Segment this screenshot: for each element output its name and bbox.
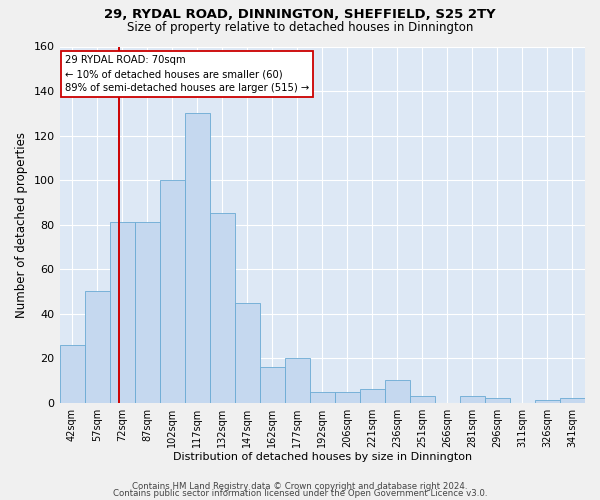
Bar (110, 222, 134, 402)
Bar (185, 114, 209, 403)
Bar (310, 392, 335, 402)
Bar (535, 400, 560, 402)
Bar (335, 392, 360, 402)
Text: Contains public sector information licensed under the Open Government Licence v3: Contains public sector information licen… (113, 489, 487, 498)
Bar (235, 302, 260, 402)
Text: Size of property relative to detached houses in Dinnington: Size of property relative to detached ho… (127, 21, 473, 34)
Y-axis label: Number of detached properties: Number of detached properties (15, 132, 28, 318)
Bar (360, 390, 385, 402)
Bar (285, 358, 310, 403)
Text: 29 RYDAL ROAD: 70sqm
← 10% of detached houses are smaller (60)
89% of semi-detac: 29 RYDAL ROAD: 70sqm ← 10% of detached h… (65, 56, 309, 94)
Bar (560, 398, 585, 402)
Bar (209, 214, 235, 402)
Text: Contains HM Land Registry data © Crown copyright and database right 2024.: Contains HM Land Registry data © Crown c… (132, 482, 468, 491)
Bar (59, 345, 85, 403)
X-axis label: Distribution of detached houses by size in Dinnington: Distribution of detached houses by size … (173, 452, 472, 462)
Bar (260, 367, 285, 402)
Bar (85, 292, 110, 403)
Bar (410, 396, 435, 402)
Bar (385, 380, 410, 402)
Bar (160, 180, 185, 402)
Bar (460, 396, 485, 402)
Text: 29, RYDAL ROAD, DINNINGTON, SHEFFIELD, S25 2TY: 29, RYDAL ROAD, DINNINGTON, SHEFFIELD, S… (104, 8, 496, 20)
Bar (485, 398, 510, 402)
Bar (134, 222, 160, 402)
